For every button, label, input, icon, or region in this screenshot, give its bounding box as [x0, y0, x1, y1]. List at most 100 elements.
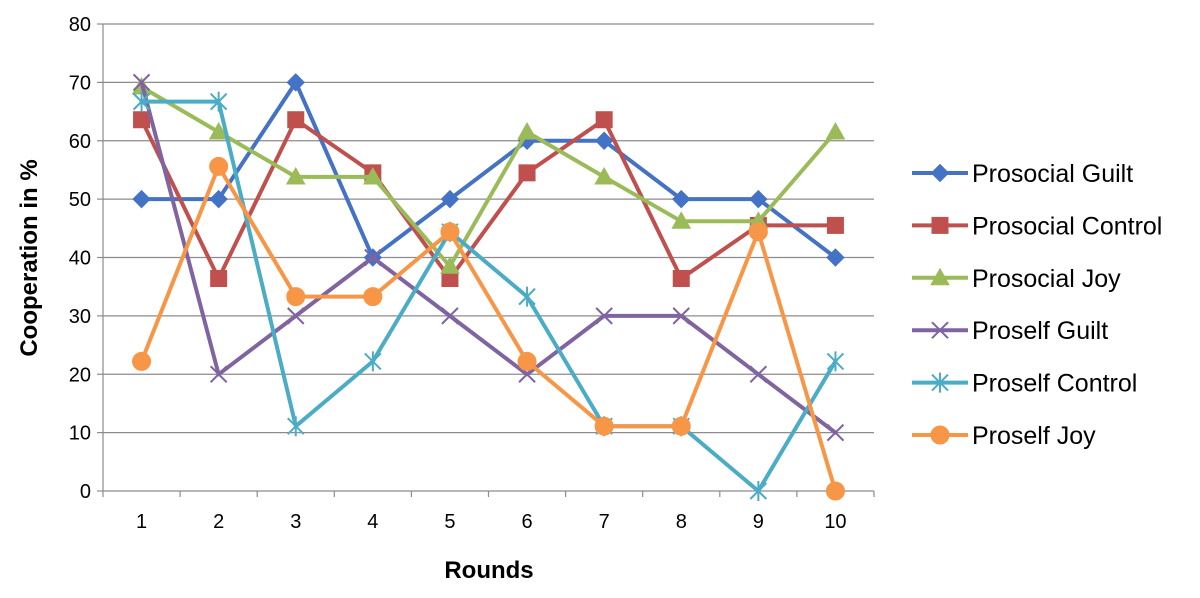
- data-point-proself-guilt-7: [595, 307, 613, 325]
- x-tick-label-6: 6: [521, 511, 532, 533]
- data-point-prosocial-joy-4: [362, 166, 383, 185]
- x-tick-labels: 1 2 3 4 5 6 7 8 9 10: [136, 511, 847, 533]
- x-tick-label-5: 5: [444, 511, 455, 533]
- data-point-proself-guilt-5: [441, 307, 459, 325]
- x-tick-label-2: 2: [213, 511, 224, 533]
- data-point-prosocial-joy-8: [671, 211, 692, 229]
- legend-item-proself-control: Proself Control: [912, 370, 1137, 398]
- series-line-prosocial-joy: [139, 85, 838, 269]
- x-tick-label-1: 1: [136, 511, 147, 533]
- data-point-prosocial-control-7: [595, 111, 613, 129]
- data-point-proself-joy-4: [363, 287, 383, 307]
- data-point-proself-guilt-2: [209, 365, 228, 383]
- data-point-proself-joy-9: [748, 222, 768, 242]
- y-tick-label-70: 70: [69, 72, 91, 94]
- y-tick-label-40: 40: [69, 248, 91, 270]
- legend-marker-prosocial-control: [931, 216, 949, 234]
- series-line-prosocial-control: [139, 117, 838, 281]
- data-point-proself-joy-10: [825, 481, 845, 501]
- data-point-proself-joy-3: [286, 287, 306, 307]
- data-point-prosocial-guilt-1: [132, 189, 151, 209]
- data-point-prosocial-control-8: [672, 270, 690, 288]
- axes: [102, 24, 875, 497]
- x-tick-label-7: 7: [599, 511, 610, 533]
- y-tick-label-80: 80: [69, 14, 91, 36]
- data-point-proself-guilt-10: [826, 423, 845, 442]
- data-point-proself-control-2: [209, 91, 228, 112]
- data-point-prosocial-joy-6: [517, 121, 537, 140]
- legend-label-proself-control: Proself Control: [972, 370, 1137, 398]
- series-prosocial-joy: [131, 77, 846, 274]
- y-tick-label-50: 50: [69, 189, 91, 211]
- x-tick-label-10: 10: [824, 511, 846, 533]
- series-proself-joy: [132, 156, 845, 501]
- data-point-prosocial-joy-10: [825, 121, 846, 140]
- data-point-proself-joy-2: [209, 156, 229, 176]
- data-point-prosocial-guilt-10: [826, 248, 845, 267]
- legend-marker-proself-joy: [930, 425, 950, 445]
- x-tick-label-9: 9: [753, 511, 764, 533]
- legend-label-prosocial-control: Prosocial Control: [972, 212, 1162, 240]
- data-point-proself-joy-5: [440, 222, 460, 242]
- y-tick-label-60: 60: [69, 131, 91, 153]
- data-point-proself-joy-8: [671, 416, 691, 436]
- legend-label-prosocial-joy: Prosocial Joy: [972, 265, 1121, 293]
- data-point-proself-control-1: [132, 91, 151, 112]
- series-line-prosocial-guilt: [139, 80, 838, 260]
- legend-label-prosocial-guilt: Prosocial Guilt: [972, 160, 1133, 188]
- legend-label-proself-joy: Proself Joy: [972, 422, 1096, 450]
- series-line-proself-joy: [139, 164, 838, 493]
- data-point-prosocial-guilt-3: [286, 73, 305, 92]
- y-axis-title: Cooperation in %: [16, 159, 43, 356]
- data-point-proself-guilt-3: [287, 307, 305, 325]
- data-point-prosocial-guilt-5: [440, 189, 460, 209]
- data-point-prosocial-control-10: [826, 216, 844, 234]
- legend-item-prosocial-joy: Prosocial Joy: [912, 265, 1121, 293]
- legend-item-proself-joy: Proself Joy: [912, 422, 1096, 450]
- data-point-prosocial-control-6: [518, 164, 536, 182]
- data-point-proself-guilt-8: [672, 307, 690, 325]
- data-point-proself-joy-6: [517, 351, 537, 371]
- y-tick-label-10: 10: [69, 423, 91, 445]
- data-point-proself-joy-7: [594, 416, 614, 436]
- x-tick-label-4: 4: [367, 511, 378, 533]
- y-tick-label-30: 30: [69, 306, 91, 328]
- data-point-proself-joy-1: [132, 351, 152, 371]
- data-point-proself-guilt-1: [132, 73, 151, 92]
- legend-marker-proself-control: [931, 372, 949, 393]
- data-point-proself-control-9: [749, 481, 768, 501]
- data-point-proself-control-4: [364, 351, 382, 372]
- data-point-prosocial-guilt-8: [672, 189, 691, 209]
- legend-marker-prosocial-guilt: [930, 163, 950, 183]
- legend-item-proself-guilt: Proself Guilt: [912, 317, 1108, 345]
- y-tick-label-20: 20: [69, 364, 91, 386]
- data-point-prosocial-control-3: [287, 111, 305, 129]
- data-point-prosocial-control-2: [210, 270, 228, 288]
- series-group: [131, 73, 846, 501]
- data-point-proself-control-6: [518, 286, 536, 307]
- y-tick-label-0: 0: [80, 481, 91, 503]
- x-tick-label-3: 3: [290, 511, 301, 533]
- legend-label-proself-guilt: Proself Guilt: [972, 317, 1108, 345]
- series-line-proself-control: [139, 99, 838, 493]
- legend-marker-prosocial-joy: [930, 267, 950, 286]
- series-line-proself-guilt: [139, 80, 838, 435]
- data-point-prosocial-guilt-2: [209, 189, 228, 209]
- y-tick-labels: 0 10 20 30 40 50 60 70 80: [69, 14, 91, 503]
- data-point-prosocial-guilt-9: [749, 189, 768, 209]
- data-point-prosocial-joy-7: [594, 166, 615, 185]
- data-point-prosocial-joy-5: [440, 256, 460, 274]
- data-point-proself-guilt-4: [364, 248, 382, 267]
- gridlines: [97, 23, 874, 492]
- legend: Prosocial Guilt Prosocial Control Prosocia…: [912, 160, 1162, 450]
- data-point-prosocial-guilt-7: [594, 131, 614, 150]
- data-point-proself-guilt-9: [749, 365, 768, 383]
- data-point-prosocial-control-1: [133, 111, 151, 129]
- legend-item-prosocial-guilt: Prosocial Guilt: [912, 160, 1133, 188]
- data-point-proself-control-10: [826, 351, 845, 372]
- x-axis-title: Rounds: [444, 557, 533, 584]
- data-point-prosocial-joy-2: [208, 121, 229, 140]
- legend-marker-proself-guilt: [931, 321, 949, 339]
- series-proself-guilt: [132, 73, 845, 442]
